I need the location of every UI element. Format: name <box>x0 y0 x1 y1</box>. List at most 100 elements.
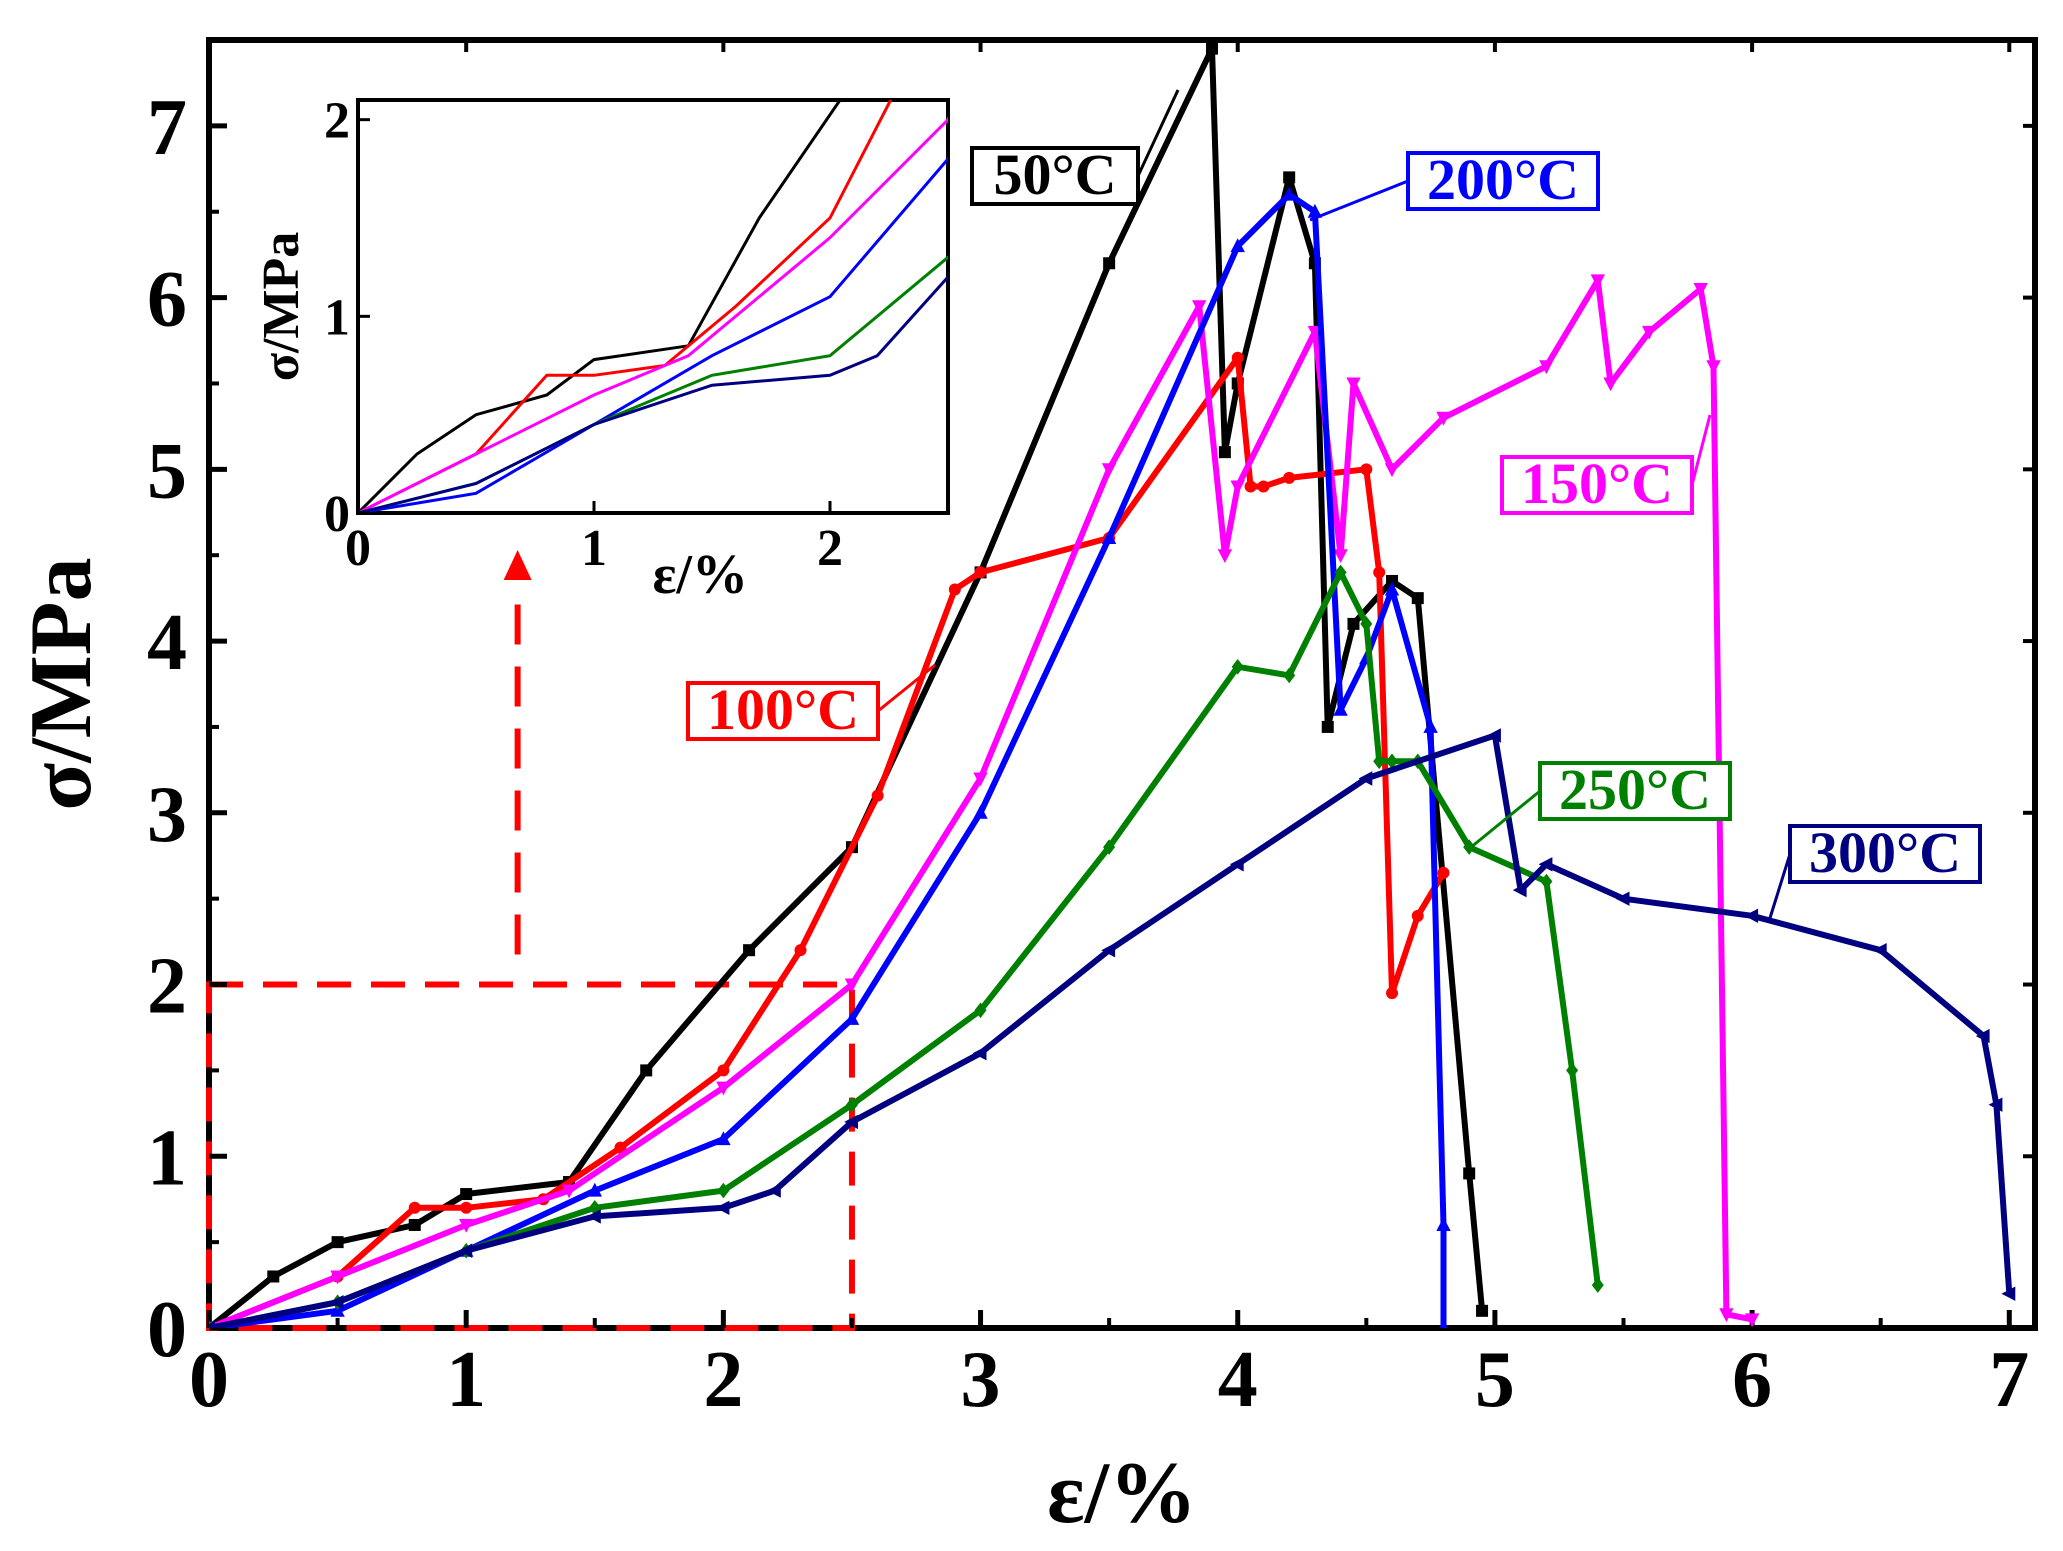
data-point-100c <box>1437 866 1450 879</box>
data-point-50c <box>1321 720 1334 733</box>
x-tick-label: 0 <box>189 1336 229 1424</box>
data-point-250c <box>974 1002 987 1019</box>
data-point-300c <box>1615 891 1630 906</box>
data-point-150c <box>1192 300 1207 314</box>
data-point-100c <box>1257 480 1270 493</box>
data-point-150c <box>459 1219 474 1233</box>
data-point-250c <box>717 1182 730 1199</box>
data-point-300c <box>844 1114 858 1130</box>
data-point-100c <box>974 566 987 579</box>
inset-x-tick-label: 1 <box>581 520 607 577</box>
data-point-100c <box>1411 909 1424 922</box>
data-point-100c <box>1360 463 1373 476</box>
legend-text: 150°C <box>1521 451 1673 516</box>
x-axis-label: ε/% <box>1047 1445 1197 1542</box>
data-point-50c <box>640 1064 653 1077</box>
legend-leader-line <box>1469 789 1541 850</box>
data-point-50c <box>1347 617 1360 630</box>
inset-series-line-300c <box>358 275 948 513</box>
data-point-50c <box>267 1270 280 1283</box>
data-point-250c <box>1463 839 1476 855</box>
data-point-200c <box>1436 1217 1451 1231</box>
legend-text: 300°C <box>1809 820 1961 885</box>
inset-series-line-200c <box>358 155 948 513</box>
zoom-region-box <box>206 981 855 1331</box>
x-tick-label: 2 <box>703 1336 743 1424</box>
y-tick-label: 0 <box>147 1286 187 1374</box>
data-point-200c <box>1423 719 1438 733</box>
y-tick-label: 4 <box>147 599 187 687</box>
data-point-250c <box>1373 753 1386 770</box>
data-point-300c <box>972 1046 987 1061</box>
data-point-250c <box>1334 564 1347 581</box>
series-250c <box>209 564 1604 1328</box>
data-point-250c <box>1591 1277 1604 1293</box>
data-point-50c <box>1283 171 1296 184</box>
data-point-250c <box>846 1096 858 1113</box>
inset-series-line-150c <box>358 116 948 513</box>
data-point-50c <box>1476 1304 1489 1317</box>
data-point-250c <box>1540 873 1553 890</box>
data-point-300c <box>1872 943 1887 958</box>
data-point-150c <box>1217 549 1233 563</box>
legend-leader-line <box>1309 179 1409 222</box>
data-point-100c <box>717 1064 730 1077</box>
data-point-150c <box>1101 463 1117 478</box>
legend-box <box>686 681 880 741</box>
data-point-300c <box>1487 728 1501 743</box>
data-point-200c <box>844 1011 860 1025</box>
data-point-50c <box>1103 257 1116 270</box>
inset-series-group <box>358 100 948 513</box>
legend-label-100c: 100°C <box>686 663 936 742</box>
data-point-150c <box>1642 325 1657 340</box>
data-point-150c <box>716 1081 731 1096</box>
data-point-150c <box>1706 360 1721 375</box>
data-point-300c <box>209 1320 215 1328</box>
series-300c <box>209 728 2016 1328</box>
main-plot: 0 1 2 3 4 5 6 701234567ε/%σ/MPa50°C100°C150°C20… <box>13 37 2038 1542</box>
data-point-150c <box>973 772 988 787</box>
inset-y-tick-label: 2 <box>324 93 350 150</box>
data-point-250c <box>1283 667 1296 684</box>
series-line-300c <box>209 732 2013 1328</box>
data-point-150c <box>1436 411 1451 426</box>
inset-frame <box>356 98 950 515</box>
legend-text: 100°C <box>707 677 859 742</box>
data-point-50c <box>1218 446 1231 459</box>
data-point-50c <box>743 944 756 957</box>
data-point-200c <box>1101 530 1117 544</box>
inset-series-line-250c <box>358 255 948 513</box>
plot-frame <box>206 37 2038 1331</box>
y-tick-label: 5 <box>147 427 187 515</box>
data-point-150c <box>1590 274 1605 289</box>
data-point-150c <box>561 1184 577 1199</box>
data-point-300c <box>1975 1028 1990 1044</box>
data-point-200c <box>1439 1320 1448 1328</box>
x-tick-label: 6 <box>1732 1336 1772 1424</box>
legend-box <box>970 146 1140 206</box>
legend-box <box>1538 761 1732 821</box>
data-point-300c <box>329 1295 344 1310</box>
data-point-100c <box>614 1141 627 1154</box>
data-point-50c <box>1411 592 1424 605</box>
inset-series-line-50c <box>358 100 842 513</box>
zoom-arrow-head <box>503 550 532 580</box>
data-point-100c <box>794 944 807 957</box>
legend-text: 50°C <box>993 142 1116 207</box>
data-point-150c <box>1744 1313 1760 1328</box>
legend-leader-line <box>877 663 936 713</box>
inset-plot: 0 1 2 0 1 2 ε/% σ/MPa <box>253 93 950 606</box>
inset-y-tick-label: 0 <box>324 486 350 543</box>
data-point-150c <box>1230 480 1245 495</box>
legend-text: 200°C <box>1427 147 1579 212</box>
inset-y-axis-label: σ/MPa <box>253 232 310 382</box>
inset-series-line-100c <box>358 100 893 513</box>
data-point-250c <box>1360 616 1373 632</box>
legend-box <box>1500 455 1694 515</box>
data-point-50c <box>1206 42 1219 55</box>
data-point-150c <box>1693 283 1708 297</box>
y-tick-label: 6 <box>147 256 187 344</box>
data-point-200c <box>973 805 988 819</box>
